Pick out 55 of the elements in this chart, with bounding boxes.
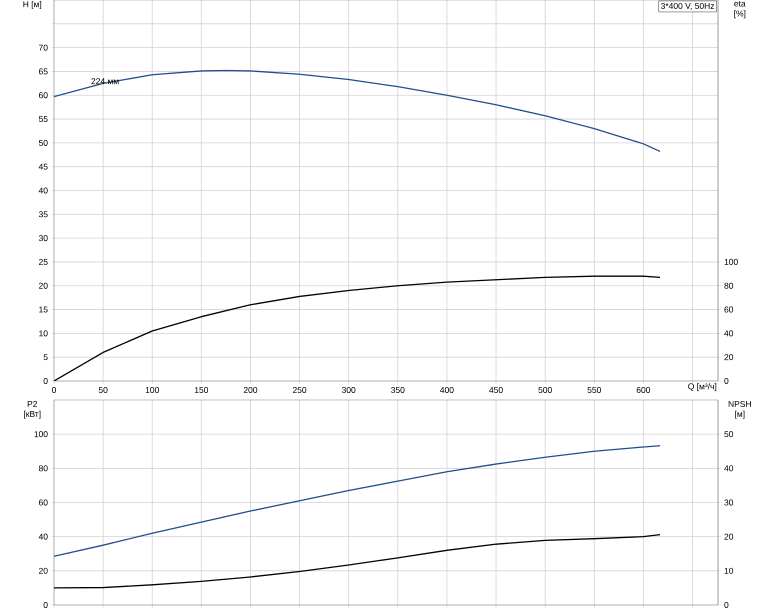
y2-tick-label: 0 [724,378,728,384]
y-tick-label: 40 [38,187,48,194]
y-tick-label: 20 [38,568,48,574]
y2-tick-label: 40 [724,465,734,472]
y-tick-label: 25 [38,258,48,265]
y2-tick-label: 20 [724,534,734,540]
x-tick-label: 200 [244,387,258,393]
y-tick-label: 70 [39,44,48,51]
y-tick-label: 10 [39,330,48,336]
y-tick-label: 60 [39,499,48,506]
x-tick-label: 350 [391,387,405,393]
y-tick-label: 60 [39,92,48,98]
y-tick-label: 50 [38,140,48,146]
y-tick-label: 20 [38,282,48,289]
y-tick-label: 45 [38,164,48,170]
x-tick-label: 100 [146,387,159,393]
x-tick-label: 0 [52,387,56,393]
y2-tick-label: 80 [724,282,734,289]
y-tick-label: 0 [44,602,48,608]
y-axis-title: H [м] [23,1,42,9]
y-tick-label: 55 [38,116,48,122]
x-tick-label: 450 [489,387,503,393]
y2-tick-label: 10 [724,568,734,574]
x-tick-label: 300 [342,387,356,393]
y2-axis-title: NPSH [м] [728,401,751,419]
y2-tick-label: 30 [724,499,734,506]
line-series [54,70,661,152]
y2-tick-label: 60 [724,306,734,313]
x-axis-title: Q [м³/ч] [688,383,716,392]
x-tick-label: 500 [538,387,552,393]
y-tick-label: 0 [44,378,48,384]
y2-tick-label: 20 [724,354,734,360]
y-tick-label: 80 [38,465,48,472]
y-tick-label: 40 [38,534,48,540]
y-tick-label: 35 [38,211,48,218]
line-series [54,534,661,589]
y2-axis-title: eta [%] [734,1,746,18]
x-tick-label: 550 [588,387,601,393]
x-tick-label: 150 [194,387,208,393]
x-tick-label: 250 [292,387,306,393]
y2-tick-label: 40 [724,330,734,336]
y-tick-label: 15 [39,306,48,312]
x-tick-label: 400 [440,387,454,393]
y-tick-label: 65 [39,68,48,74]
y2-tick-label: 50 [724,431,734,438]
y-tick-label: 5 [44,354,48,360]
y2-tick-label: 100 [724,258,738,265]
x-tick-label: 600 [636,387,650,393]
chart-title: 3*400 V, 50Hz [660,2,714,10]
y-axis-title: P2 [кВт] [24,401,40,419]
y2-tick-label: 0 [724,602,728,608]
line-series [54,276,661,381]
y-tick-label: 100 [34,431,48,438]
x-tick-label: 50 [98,387,108,393]
y-tick-label: 30 [38,235,48,242]
